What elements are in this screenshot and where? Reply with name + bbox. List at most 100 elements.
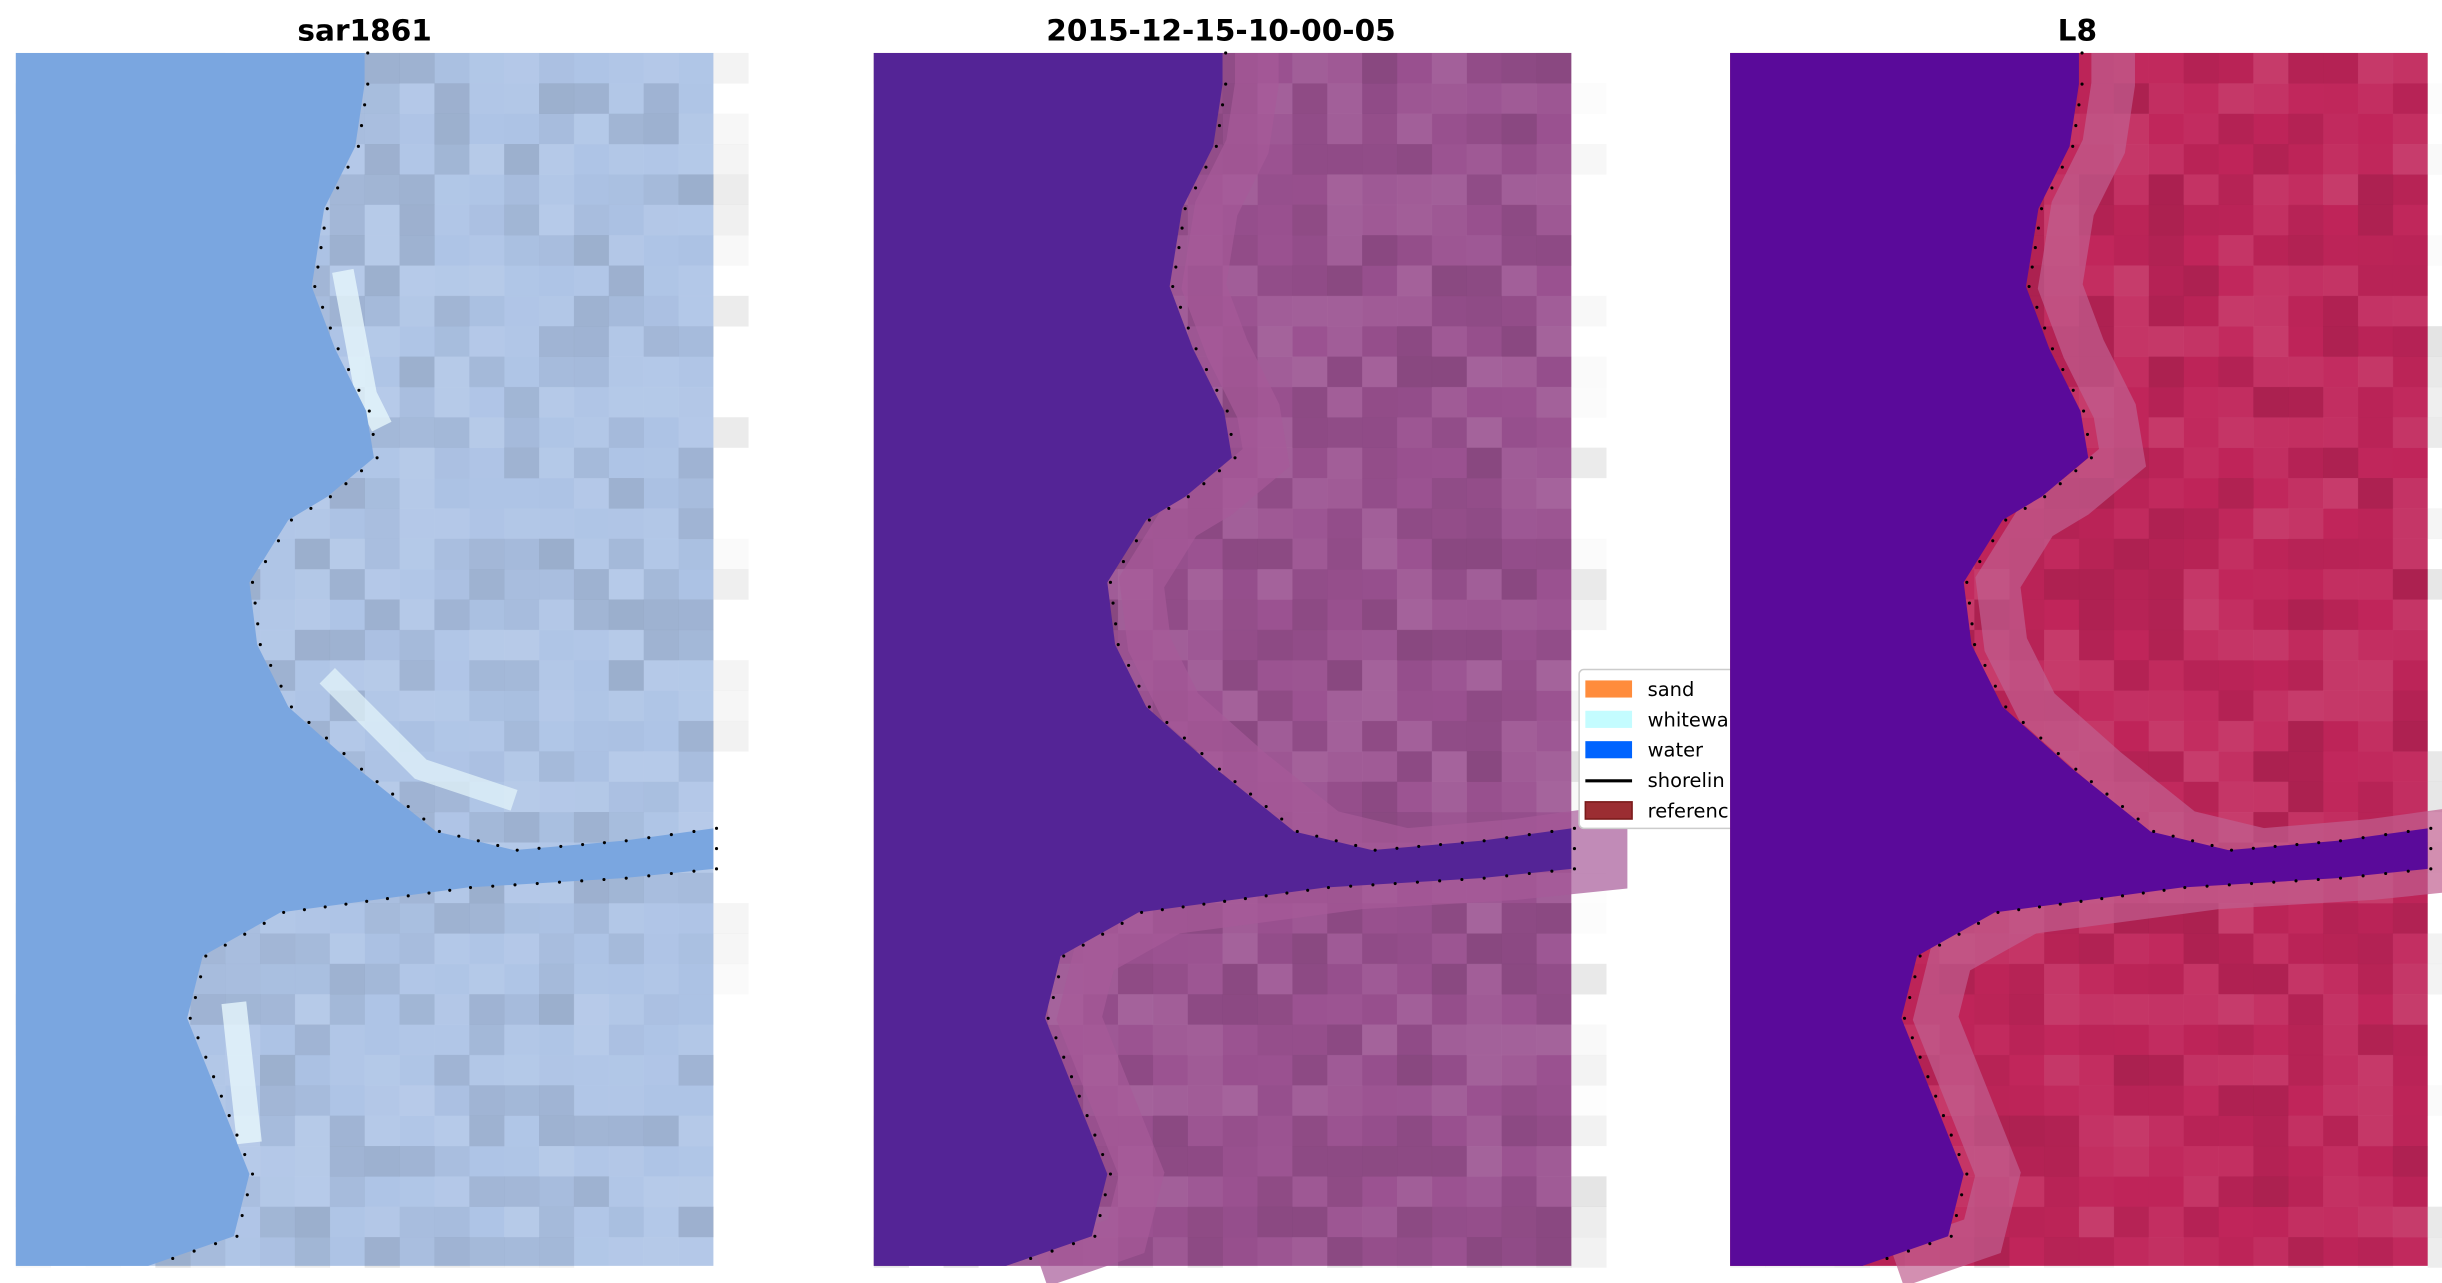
shoreline-point [1127,663,1131,667]
shoreline-point [1204,165,1208,169]
shoreline-point [1991,539,1995,543]
panel-title-l8: L8 [2058,13,2097,47]
shoreline-point [1140,910,1144,914]
shoreline-point [1181,905,1185,909]
shoreline-point [496,843,500,848]
shoreline-point [491,884,495,888]
shoreline-point [2338,839,2343,843]
shoreline-point [1137,684,1141,688]
shoreline-point [307,720,311,725]
shoreline-point [1171,284,1175,289]
shoreline-point [1029,1256,1033,1261]
shoreline-point [2050,186,2054,190]
shoreline-point [1101,1152,1105,1157]
shoreline-point [363,103,367,107]
shoreline-point [1183,207,1187,211]
shoreline-point [1081,943,1085,947]
shoreline-point [2021,720,2025,725]
shoreline-point [580,879,584,883]
shoreline-point [2273,844,2277,848]
shoreline-point [1928,1242,1932,1246]
shoreline-point [1215,388,1219,392]
shoreline-point [1960,1193,1964,1197]
shoreline-point [342,752,346,756]
shoreline-point [1505,836,1509,840]
shoreline-point [2089,780,2093,784]
shoreline-point [1527,833,1531,837]
shoreline-point [385,897,390,901]
shoreline-point [253,601,257,605]
image-panel-1 [15,51,749,1268]
shoreline-point [1415,880,1419,884]
shoreline-point [2039,736,2043,740]
shoreline-point [2183,885,2187,890]
shoreline-point [1527,871,1531,876]
shoreline-point [2429,847,2433,851]
shoreline-point [1906,1249,1910,1253]
shoreline-point [581,842,585,847]
shoreline-point [2050,347,2055,351]
shoreline-point [1908,995,1912,1000]
shoreline-point [263,560,268,564]
shoreline-point [2035,305,2039,309]
shoreline-point [1910,1036,1914,1040]
shoreline-point [647,836,651,840]
shoreline-point [1217,124,1221,128]
shoreline-point [212,1075,216,1079]
shoreline-point [714,867,719,871]
shoreline-point [1147,705,1151,709]
shoreline-point [219,1094,223,1098]
shoreline-point [1098,1213,1102,1218]
shoreline-point [557,880,562,884]
shoreline-point [1954,1213,1958,1218]
shoreline-point [2043,326,2047,330]
shoreline-point [1938,943,1942,947]
shoreline-point [2152,829,2156,834]
shoreline-point [1373,848,1377,852]
shoreline-point [1354,843,1358,848]
shoreline-point [356,144,360,148]
whitewater-patch [221,1001,262,1145]
shoreline-point [1885,1256,1889,1261]
shoreline-point [515,848,519,852]
shoreline-point [1186,326,1190,330]
shoreline-point [2316,877,2320,882]
shoreline-point [2080,51,2084,55]
shoreline-point [2406,829,2410,834]
legend-swatch [1585,710,1633,728]
shoreline-point [2074,469,2078,473]
shoreline-point [2027,284,2031,289]
shoreline-point [2071,388,2075,392]
shoreline-point [1194,186,1198,190]
shoreline-dots [1885,51,2433,1261]
shoreline-point [2061,367,2065,372]
shoreline-point [1934,1094,1938,1098]
shoreline-point [1505,874,1509,878]
shoreline-point [1217,767,1221,771]
shoreline-point [2251,846,2255,850]
shoreline-point [2037,905,2042,909]
shoreline-point [357,388,361,392]
shoreline-point [448,888,452,892]
shoreline-point [1225,409,1229,413]
shoreline-point [2060,165,2064,169]
shoreline-point [1160,908,1164,912]
shoreline-point [2074,124,2078,128]
shoreline-point [1223,899,1227,903]
shoreline-point [366,82,370,86]
shoreline-point [1186,495,1190,499]
shoreline-point [2191,839,2195,843]
shoreline-point [2361,836,2365,840]
shoreline-point [1054,1036,1058,1040]
shoreline-point [1062,1055,1066,1059]
shoreline-point [328,495,332,499]
shoreline-point [692,869,696,873]
shoreline-point [1993,684,1997,688]
shoreline-point [1108,1172,1113,1176]
shoreline-point [1978,560,1982,564]
shoreline-point [1204,367,1209,372]
shoreline-point [316,265,320,269]
shoreline-point [468,885,473,890]
shoreline-point [406,894,410,898]
